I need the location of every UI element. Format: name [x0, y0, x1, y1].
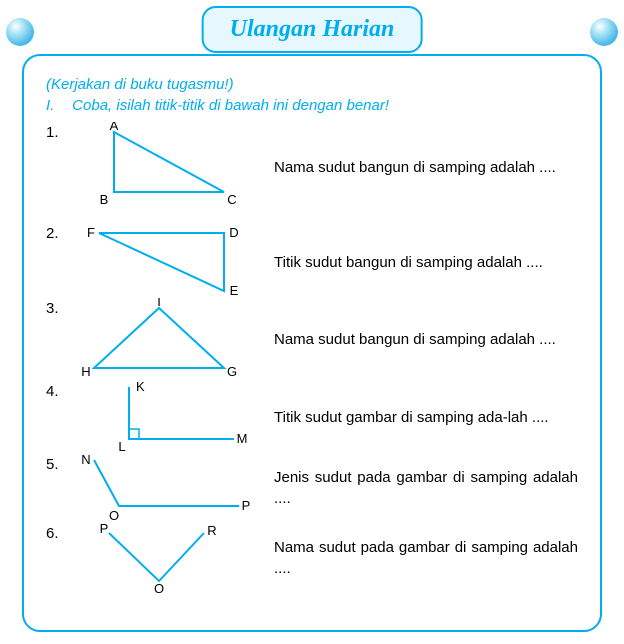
- instruction-line2: Coba, isilah titik-titik di bawah ini de…: [72, 97, 389, 114]
- decorative-orb-left: [6, 18, 34, 46]
- question-figure: P Q R: [74, 523, 274, 598]
- svg-text:P: P: [100, 523, 109, 536]
- svg-text:P: P: [242, 498, 251, 513]
- svg-text:M: M: [237, 431, 248, 446]
- svg-text:D: D: [229, 225, 238, 240]
- content-panel: (Kerjakan di buku tugasmu!) I. Coba, isi…: [22, 54, 602, 632]
- triangle-abc-icon: A B C: [74, 122, 254, 212]
- svg-text:R: R: [207, 523, 216, 538]
- svg-text:Q: Q: [154, 581, 164, 593]
- svg-text:A: A: [110, 122, 119, 133]
- angle-pqr-icon: P Q R: [74, 523, 254, 593]
- question-figure: I H G: [74, 298, 274, 385]
- angle-nop-icon: N O P: [74, 454, 254, 522]
- question-figure: A B C: [74, 122, 274, 217]
- question-text: Nama sudut bangun di samping adalah ....: [274, 122, 578, 212]
- page-title: Ulangan Harian: [230, 16, 395, 42]
- svg-text:G: G: [227, 364, 237, 379]
- question-row: 2. F D E Titik sudut bangun di samping a…: [46, 223, 578, 306]
- question-number: 1.: [46, 122, 74, 141]
- question-row: 1. A B C Nama sudut bangun di samping ad…: [46, 122, 578, 217]
- svg-text:I: I: [157, 298, 161, 309]
- question-number: 6.: [46, 523, 74, 542]
- question-text: Nama sudut pada gambar di samping adalah…: [274, 523, 578, 593]
- question-text: Nama sudut bangun di samping adalah ....: [274, 298, 578, 380]
- svg-text:E: E: [230, 283, 239, 298]
- angle-klm-icon: K L M: [74, 381, 254, 453]
- svg-text:O: O: [109, 508, 119, 522]
- decorative-orb-right: [590, 18, 618, 46]
- triangle-fde-icon: F D E: [74, 223, 254, 301]
- question-text: Jenis sudut pada gambar di samping adala…: [274, 454, 578, 522]
- instruction-line1: (Kerjakan di buku tugasmu!): [46, 74, 578, 95]
- question-row: 4. K L M Titik sudut gambar di samping a…: [46, 381, 578, 458]
- question-text: Titik sudut gambar di samping ada-lah ..…: [274, 381, 578, 453]
- question-number: 2.: [46, 223, 74, 242]
- question-number: 3.: [46, 298, 74, 317]
- svg-text:L: L: [118, 439, 125, 453]
- instruction-section: I.: [46, 95, 68, 116]
- question-text: Titik sudut bangun di samping adalah ...…: [274, 223, 578, 301]
- question-row: 3. I H G Nama sudut bangun di samping ad…: [46, 298, 578, 385]
- question-figure: F D E: [74, 223, 274, 306]
- svg-text:F: F: [87, 225, 95, 240]
- question-number: 5.: [46, 454, 74, 473]
- svg-text:K: K: [136, 381, 145, 394]
- title-pill: Ulangan Harian: [202, 6, 423, 53]
- question-figure: N O P: [74, 454, 274, 527]
- question-figure: K L M: [74, 381, 274, 458]
- svg-text:B: B: [100, 192, 109, 207]
- instruction-block: (Kerjakan di buku tugasmu!) I. Coba, isi…: [46, 74, 578, 116]
- question-number: 4.: [46, 381, 74, 400]
- triangle-ihg-icon: I H G: [74, 298, 254, 380]
- question-row: 6. P Q R Nama sudut pada gambar di sampi…: [46, 523, 578, 598]
- svg-text:C: C: [227, 192, 236, 207]
- svg-text:H: H: [81, 364, 90, 379]
- question-row: 5. N O P Jenis sudut pada gambar di samp…: [46, 454, 578, 527]
- svg-text:N: N: [81, 454, 90, 467]
